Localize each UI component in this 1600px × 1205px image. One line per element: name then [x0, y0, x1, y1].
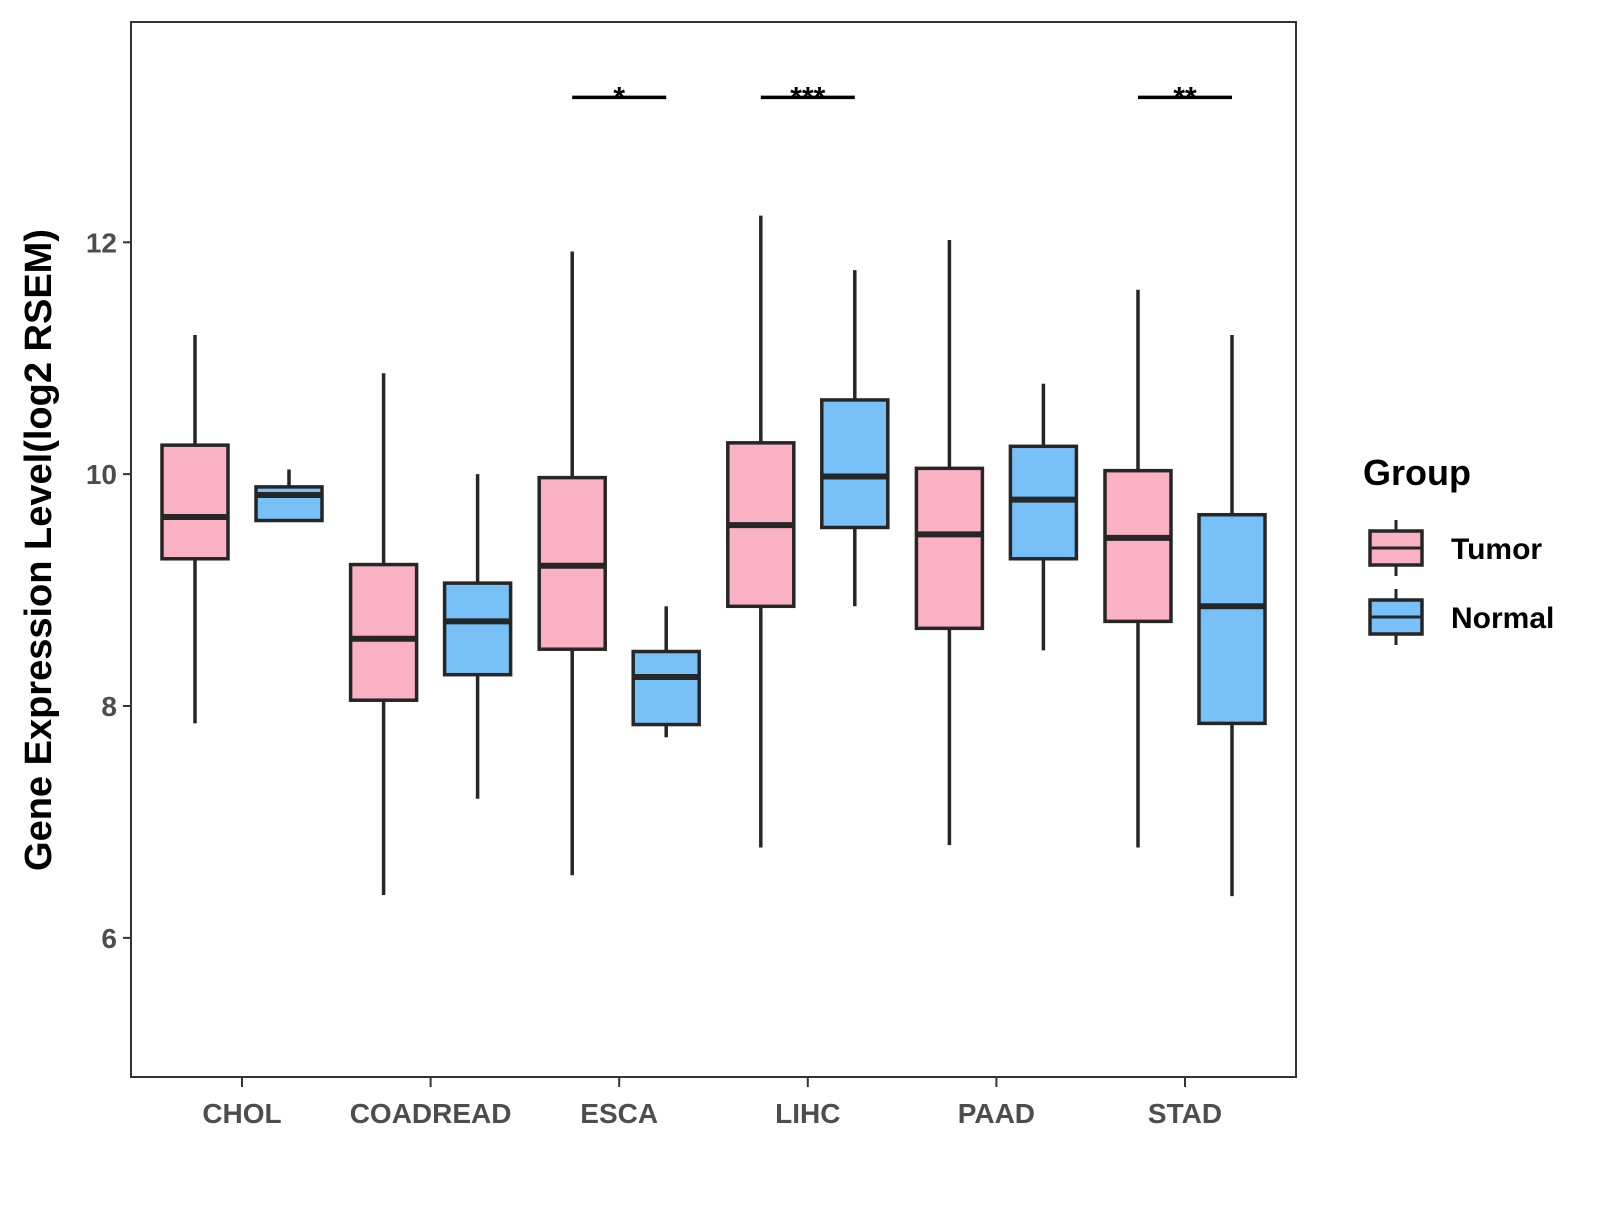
x-tick-label: COADREAD — [350, 1098, 512, 1129]
y-axis: 6 8 10 12 — [86, 227, 131, 954]
significance-label: *** — [790, 81, 825, 114]
normal-box-lihc — [820, 270, 890, 607]
box-body — [914, 466, 985, 631]
x-tick-label: STAD — [1148, 1098, 1222, 1129]
x-tick-label: PAAD — [958, 1098, 1035, 1129]
tumor-box-esca — [537, 251, 607, 876]
y-tick-label: 12 — [86, 227, 117, 258]
box-body — [1197, 512, 1267, 726]
normal-box-stad — [1197, 335, 1267, 897]
box-series — [160, 215, 1267, 897]
y-axis-title: Gene Expression Level(log2 RSEM) — [18, 229, 60, 871]
box-body — [160, 443, 230, 561]
tumor-box-chol — [160, 335, 230, 724]
legend: Group Tumor Normal — [1363, 452, 1554, 645]
tumor-box-coadread — [348, 373, 419, 895]
normal-box-chol — [254, 469, 324, 523]
x-tick-label: LIHC — [775, 1098, 840, 1129]
tumor-box-lihc — [726, 215, 796, 848]
box-body — [820, 398, 890, 530]
x-axis: CHOL COADREAD ESCA LIHC PAAD STAD — [202, 1077, 1222, 1129]
normal-box-esca — [631, 606, 701, 738]
legend-title: Group — [1363, 452, 1471, 493]
box-body — [442, 581, 513, 677]
significance-label: ** — [1173, 81, 1197, 114]
box-body — [1103, 468, 1173, 624]
y-tick-label: 6 — [101, 923, 117, 954]
significance-annotations: * *** ** — [572, 81, 1232, 114]
tumor-box-stad — [1103, 289, 1173, 848]
y-tick-label: 10 — [86, 459, 117, 490]
y-tick-label: 8 — [101, 691, 117, 722]
significance-label: * — [613, 81, 625, 114]
box-body — [348, 562, 419, 702]
x-tick-label: ESCA — [580, 1098, 658, 1129]
legend-label-tumor: Tumor — [1451, 533, 1542, 566]
plot-panel-border — [130, 21, 1297, 1078]
legend-label-normal: Normal — [1451, 602, 1554, 635]
normal-box-coadread — [442, 474, 513, 799]
box-body — [631, 649, 701, 727]
tumor-box-paad — [914, 239, 985, 846]
x-tick-label: CHOL — [202, 1098, 281, 1129]
normal-box-paad — [1008, 383, 1079, 651]
box-body — [254, 485, 324, 523]
